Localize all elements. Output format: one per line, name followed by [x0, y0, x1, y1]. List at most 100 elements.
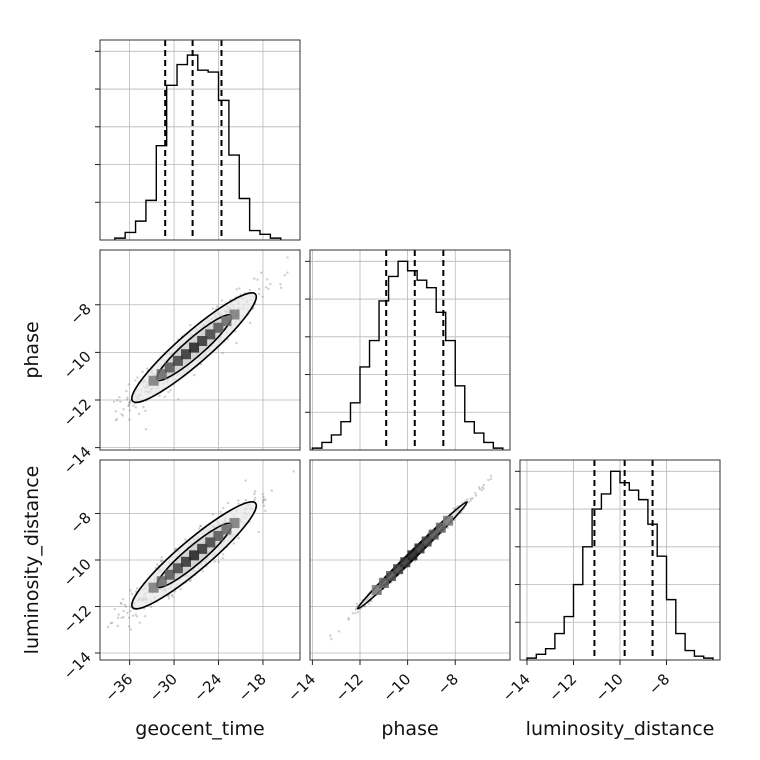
scatter-point	[370, 599, 373, 603]
scatter-point	[257, 287, 261, 291]
scatter-point	[216, 305, 219, 308]
scatter-point	[121, 414, 125, 417]
scatter-point	[354, 608, 358, 611]
scatter-point	[115, 417, 119, 421]
scatter-point	[131, 614, 135, 617]
scatter-point	[121, 598, 125, 601]
density-cell	[172, 355, 183, 366]
scatter-point	[129, 589, 132, 592]
scatter-point	[167, 597, 171, 600]
scatter-point	[125, 398, 129, 401]
scatter-point	[141, 370, 144, 374]
scatter-point	[120, 602, 123, 606]
scatter-point	[254, 496, 257, 500]
scatter-point	[163, 395, 167, 398]
scatter-point	[248, 288, 252, 292]
contour-outer	[131, 501, 258, 610]
scatter-point	[159, 559, 163, 563]
density-cell	[180, 556, 191, 567]
xtick-label-phase: −12	[332, 670, 367, 705]
scatter-point	[171, 595, 174, 598]
scatter-point	[160, 560, 164, 563]
scatter-point	[167, 594, 171, 597]
scatter-point	[167, 390, 170, 394]
xtick-label-geocent_time: −18	[235, 670, 270, 705]
contour-outer	[131, 292, 258, 404]
scatter-point	[489, 474, 493, 478]
density-cell	[156, 576, 167, 587]
density-cell	[197, 335, 208, 346]
scatter-point	[286, 271, 289, 274]
scatter-point	[146, 367, 149, 370]
density-cell	[221, 524, 232, 535]
ytick-label-phase: −8	[66, 300, 94, 328]
scatter-point	[129, 609, 132, 613]
density-cell	[189, 550, 200, 561]
scatter-point	[127, 404, 130, 408]
scatter-point	[279, 283, 282, 286]
scatter-point	[106, 625, 110, 629]
scatter-point	[134, 406, 137, 409]
scatter-point	[452, 507, 455, 510]
scatter-point	[119, 400, 122, 403]
xtick-label-geocent_time: −24	[190, 670, 225, 705]
density-cell	[189, 342, 200, 353]
density-cell	[407, 550, 418, 561]
scatter-point	[158, 394, 161, 397]
scatter-point	[329, 634, 332, 637]
scatter-point	[113, 607, 117, 611]
density-cell	[229, 518, 240, 529]
scatter-point	[469, 499, 473, 502]
scatter-point	[262, 504, 266, 507]
scatter-point	[347, 617, 350, 620]
scatter-point	[467, 500, 470, 504]
density-cell	[172, 563, 183, 574]
panel-frame	[309, 459, 511, 661]
scatter-point	[129, 628, 132, 631]
scatter-point	[174, 547, 178, 550]
density-cell	[400, 557, 411, 568]
scatter-point	[221, 506, 225, 510]
scatter-point	[122, 609, 125, 613]
scatter-point	[264, 498, 267, 502]
density-cell	[421, 536, 432, 547]
scatter-point	[337, 630, 341, 633]
scatter-point	[116, 399, 119, 402]
scatter-point	[174, 590, 177, 593]
density-cell	[414, 543, 425, 554]
scatter-point	[199, 524, 203, 528]
scatter-point	[262, 499, 265, 502]
scatter-point	[109, 621, 113, 625]
ytick-label-phase: −10	[60, 347, 95, 382]
density-cell	[156, 369, 167, 380]
scatter-point	[478, 487, 482, 491]
scatter-point	[114, 419, 118, 422]
scatter-point	[264, 509, 267, 513]
scatter-point	[124, 605, 128, 608]
scatter-point	[267, 287, 270, 290]
scatter-point	[219, 510, 222, 513]
scatter-point	[232, 542, 236, 545]
scatter-point	[238, 287, 241, 290]
density-cell	[393, 564, 404, 575]
ytick-label-phase: −12	[60, 395, 95, 430]
ylabel-phase: phase	[21, 321, 43, 378]
density-cell	[164, 362, 175, 373]
scatter-point	[211, 307, 215, 310]
scatter-point	[244, 479, 247, 482]
scatter-point	[123, 603, 126, 607]
scatter-point	[127, 616, 131, 619]
scatter-point	[474, 491, 477, 495]
scatter-point	[283, 274, 286, 277]
scatter-point	[122, 616, 125, 619]
scatter-point	[482, 487, 485, 490]
scatter-point	[244, 498, 248, 502]
xtick-label-phase: −10	[379, 670, 414, 705]
ylabel-luminosity_distance: luminosity_distance	[21, 466, 43, 655]
scatter-point	[170, 593, 174, 597]
density-cell	[386, 571, 397, 582]
scatter-point	[269, 282, 272, 286]
scatter-point	[264, 285, 268, 289]
density-cell	[221, 316, 232, 327]
scatter-point	[465, 498, 469, 501]
